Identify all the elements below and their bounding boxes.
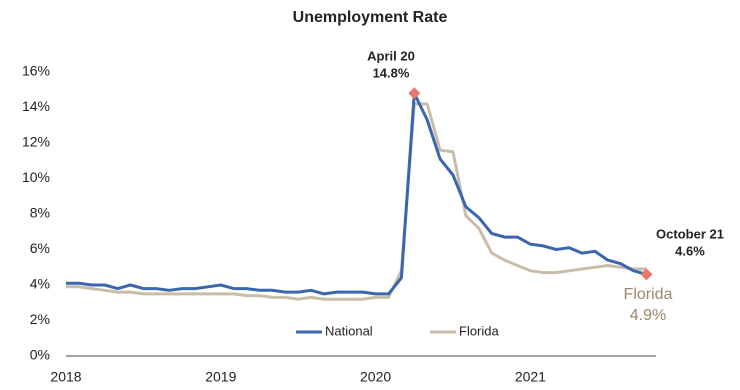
legend-label: National bbox=[325, 323, 373, 338]
highlight-marker bbox=[408, 87, 421, 100]
x-tick-label: 2018 bbox=[50, 369, 81, 385]
y-tick-label: 0% bbox=[30, 347, 50, 363]
x-tick-label: 2021 bbox=[515, 369, 546, 385]
line-series bbox=[66, 91, 647, 296]
chart-title: Unemployment Rate bbox=[293, 9, 448, 26]
y-tick-label: 4% bbox=[30, 276, 50, 292]
y-tick-label: 16% bbox=[22, 63, 50, 79]
y-tick-label: 12% bbox=[22, 134, 50, 150]
y-tick-label: 14% bbox=[22, 98, 50, 114]
x-tick-label: 2019 bbox=[205, 369, 236, 385]
y-tick-label: 2% bbox=[30, 311, 50, 327]
annotation: April 20 bbox=[367, 48, 415, 63]
annotation: 14.8% bbox=[373, 65, 410, 80]
annotation: October 21 bbox=[656, 226, 724, 241]
y-tick-label: 6% bbox=[30, 240, 50, 256]
annotation: Florida bbox=[624, 286, 673, 303]
highlight-marker bbox=[640, 268, 653, 281]
y-tick-label: 10% bbox=[22, 169, 50, 185]
x-tick-label: 2020 bbox=[360, 369, 391, 385]
line-series bbox=[66, 102, 647, 301]
legend-label: Florida bbox=[459, 323, 500, 338]
y-tick-label: 8% bbox=[30, 205, 50, 221]
annotation: 4.6% bbox=[675, 243, 705, 258]
annotation: 4.9% bbox=[630, 307, 666, 324]
